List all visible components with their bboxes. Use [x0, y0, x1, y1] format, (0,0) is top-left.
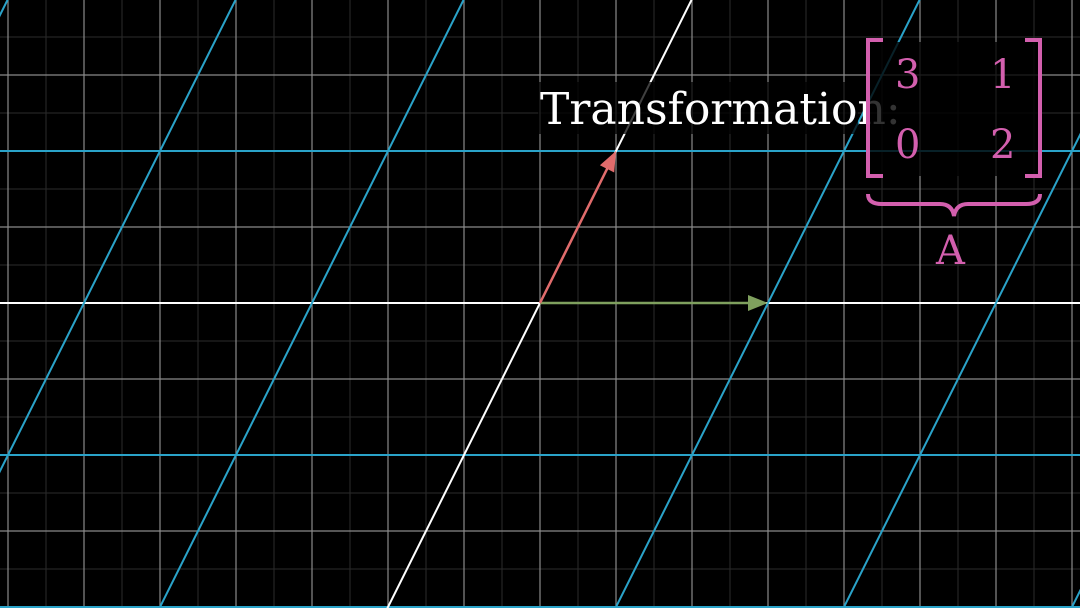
j-hat-vector-shaft [538, 168, 609, 304]
matrix-underbrace [866, 193, 1042, 217]
basis-vectors [538, 151, 768, 311]
label-backdrop [538, 82, 858, 134]
matrix-entry-a22: 2 [990, 122, 1015, 168]
matrix-entry-a11: 3 [895, 52, 920, 98]
matrix-backdrop [866, 42, 1040, 176]
transformation-matrix: 3 1 0 2 A [866, 38, 1042, 274]
matrix-left-bracket [866, 38, 883, 178]
j-hat-vector-head [599, 151, 616, 173]
matrix-name-label: A [935, 228, 966, 274]
matrix-entry-a21: 0 [895, 122, 920, 168]
matrix-entry-a12: 1 [990, 52, 1015, 98]
matrix-right-bracket [1025, 38, 1042, 178]
i-hat-vector [540, 295, 768, 311]
transformation-label: Transformation: [540, 84, 901, 135]
j-hat-vector [538, 151, 616, 304]
i-hat-vector-head [748, 295, 768, 311]
